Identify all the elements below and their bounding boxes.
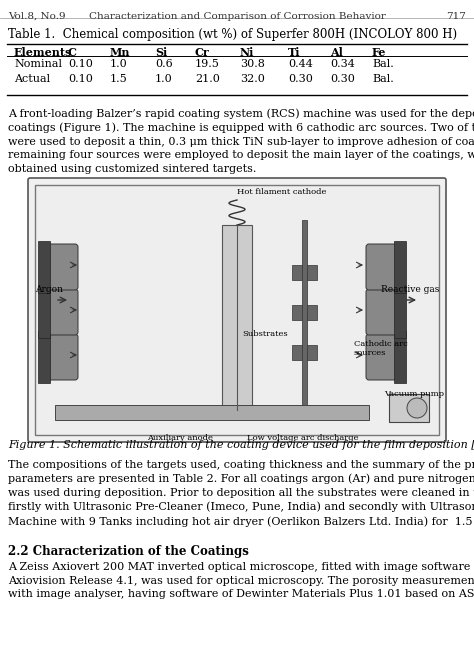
Bar [38, 331, 50, 383]
Text: Ti: Ti [288, 47, 301, 58]
FancyBboxPatch shape [366, 334, 402, 380]
Bar [394, 241, 406, 293]
Text: Al: Al [330, 47, 343, 58]
FancyBboxPatch shape [366, 289, 402, 335]
Bar [389, 394, 429, 422]
Text: A front-loading Balzer’s rapid coating system (RCS) machine was used for the dep: A front-loading Balzer’s rapid coating s… [8, 108, 474, 174]
Text: 0.34: 0.34 [330, 59, 355, 69]
Text: 0.10: 0.10 [68, 59, 93, 69]
FancyBboxPatch shape [42, 289, 78, 335]
Text: Vol.8, No.9: Vol.8, No.9 [8, 12, 65, 21]
Text: Cathodic arc
sources: Cathodic arc sources [354, 340, 408, 358]
Bar [394, 286, 406, 338]
Text: 19.5: 19.5 [195, 59, 220, 69]
FancyBboxPatch shape [366, 244, 402, 290]
Text: Elements: Elements [14, 47, 73, 58]
Bar [302, 220, 307, 410]
Text: Nominal: Nominal [14, 59, 62, 69]
Text: Bal.: Bal. [372, 74, 394, 84]
Bar [38, 286, 50, 338]
Text: Vacuum pump: Vacuum pump [384, 390, 444, 398]
Text: 1.5: 1.5 [110, 74, 128, 84]
Text: 0.30: 0.30 [288, 74, 313, 84]
Text: Hot filament cathode: Hot filament cathode [237, 188, 327, 196]
Bar [292, 265, 317, 280]
Text: A Zeiss Axiovert 200 MAT inverted optical microscope, fitted with image software: A Zeiss Axiovert 200 MAT inverted optica… [8, 562, 474, 599]
Text: 717: 717 [446, 12, 466, 21]
Bar [35, 185, 439, 435]
Bar [222, 225, 252, 410]
Text: Cr: Cr [195, 47, 210, 58]
Bar [38, 241, 50, 293]
Text: The compositions of the targets used, coating thickness and the summary of the p: The compositions of the targets used, co… [8, 460, 474, 527]
Bar [292, 345, 317, 360]
Text: 0.6: 0.6 [155, 59, 173, 69]
Text: 0.44: 0.44 [288, 59, 313, 69]
Text: Reactive gas: Reactive gas [381, 286, 439, 294]
Text: 1.0: 1.0 [110, 59, 128, 69]
Text: 1.0: 1.0 [155, 74, 173, 84]
Bar [394, 331, 406, 383]
Text: 2.2 Characterization of the Coatings: 2.2 Characterization of the Coatings [8, 545, 249, 558]
Bar [292, 305, 317, 320]
FancyBboxPatch shape [42, 244, 78, 290]
Text: Ni: Ni [240, 47, 255, 58]
Text: 0.30: 0.30 [330, 74, 355, 84]
FancyBboxPatch shape [42, 334, 78, 380]
Text: Auxiliary anode: Auxiliary anode [147, 434, 213, 442]
FancyBboxPatch shape [28, 178, 446, 442]
Text: Characterization and Comparison of Corrosion Behavior: Characterization and Comparison of Corro… [89, 12, 385, 21]
Text: Figure 1. Schematic illustration of the coating device used for the film deposit: Figure 1. Schematic illustration of the … [8, 440, 474, 450]
Text: 32.0: 32.0 [240, 74, 265, 84]
Text: C: C [68, 47, 77, 58]
Text: Fe: Fe [372, 47, 386, 58]
Text: Bal.: Bal. [372, 59, 394, 69]
Text: Low voltage arc discharge: Low voltage arc discharge [247, 434, 358, 442]
Text: 0.10: 0.10 [68, 74, 93, 84]
Circle shape [407, 398, 427, 418]
Text: Argon: Argon [35, 286, 63, 294]
Text: Mn: Mn [110, 47, 130, 58]
Bar [55, 405, 369, 420]
Text: Substrates: Substrates [242, 330, 288, 338]
Text: 21.0: 21.0 [195, 74, 220, 84]
Text: Si: Si [155, 47, 167, 58]
Text: Actual: Actual [14, 74, 50, 84]
Text: Table 1.  Chemical composition (wt %) of Superfer 800H (INCOLOY 800 H): Table 1. Chemical composition (wt %) of … [8, 28, 457, 41]
Text: 30.8: 30.8 [240, 59, 265, 69]
